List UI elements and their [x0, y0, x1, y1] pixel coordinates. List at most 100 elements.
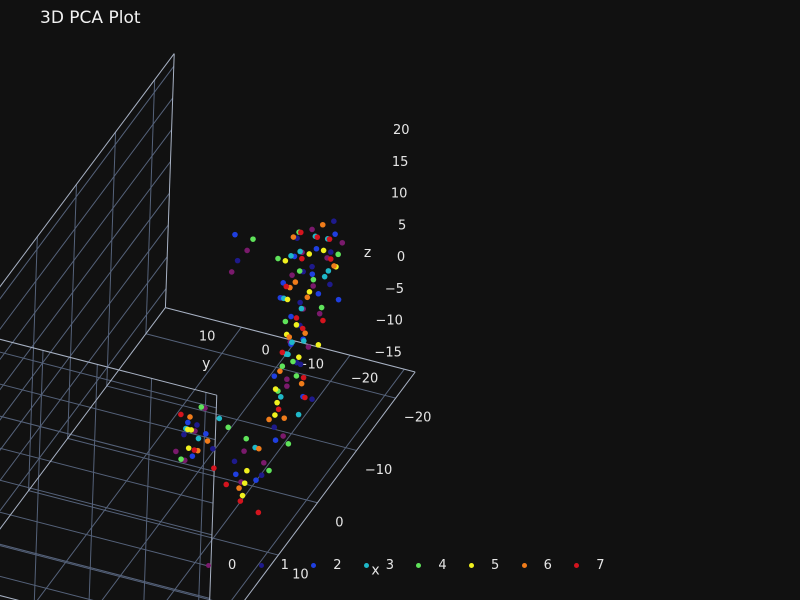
legend-item-4[interactable]: 4: [416, 555, 447, 575]
data-point-series-3: [277, 394, 284, 400]
data-point-series-7: [300, 374, 307, 381]
data-points: [173, 218, 346, 516]
grid-line-x-floor: [28, 490, 279, 556]
data-point-series-4: [290, 358, 296, 365]
y-tick-label: −10: [297, 358, 324, 373]
box-edge: [0, 53, 175, 288]
grid-line-x-floor: [67, 437, 318, 504]
data-point-series-1: [297, 299, 303, 306]
data-point-series-3: [301, 338, 307, 344]
x-tick-label: −20: [404, 411, 431, 426]
data-point-series-7: [279, 349, 286, 356]
data-point-series-2: [288, 313, 294, 320]
grid-line-z-back: [0, 193, 170, 421]
legend-item-0[interactable]: 0: [206, 555, 236, 575]
data-point-series-3: [295, 411, 302, 418]
legend-item-5[interactable]: 5: [469, 555, 499, 575]
z-tick-label: 0: [397, 250, 405, 265]
grid-line-z-side: [0, 543, 210, 599]
data-point-series-5: [244, 467, 250, 474]
data-point-series-5: [293, 322, 300, 328]
data-point-series-6: [302, 330, 308, 336]
y-tick-label: 0: [261, 344, 269, 359]
z-tick-label: −10: [376, 314, 403, 329]
data-point-series-0: [309, 226, 315, 233]
z-tick-label: −5: [385, 282, 404, 297]
legend-swatch: [311, 562, 317, 568]
data-point-series-6: [281, 415, 288, 421]
data-point-series-3: [321, 273, 328, 280]
data-point-series-6: [266, 416, 272, 423]
data-point-series-1: [181, 431, 187, 438]
y-tick-label: 10: [199, 330, 216, 345]
data-point-series-4: [282, 318, 289, 325]
grid-line-y-floor: [101, 340, 297, 600]
data-point-series-5: [320, 247, 327, 254]
grid-line-y-floor: [231, 368, 405, 600]
data-point-series-4: [243, 435, 250, 442]
data-point-series-7: [327, 256, 334, 262]
data-point-series-6: [319, 221, 326, 228]
data-point-series-2: [271, 373, 278, 379]
grid-line-y-floor: [166, 354, 351, 600]
grid-line-z-side: [0, 415, 215, 472]
data-point-series-4: [250, 236, 256, 242]
data-point-series-5: [284, 296, 291, 303]
data-point-series-2: [185, 419, 191, 426]
legend-item-2[interactable]: 2: [311, 555, 341, 575]
data-point-series-6: [290, 234, 297, 240]
legend-item-1[interactable]: 1: [258, 555, 289, 575]
grid-line-x-floor: [106, 385, 357, 451]
grid-line-z-back: [0, 224, 169, 451]
legend-swatch: [206, 562, 211, 568]
box-edge: [164, 53, 175, 308]
axis-titles: x y z: [202, 245, 380, 579]
data-point-series-4: [310, 276, 317, 283]
data-point-series-1: [327, 249, 334, 255]
data-point-series-7: [299, 255, 305, 262]
legend-label: 7: [596, 557, 605, 573]
grid-line-x-floor: [145, 333, 396, 399]
x-tick-label: 0: [335, 515, 343, 530]
data-point-series-4: [225, 424, 232, 431]
legend-item-7[interactable]: 7: [574, 555, 604, 575]
legend-swatch: [574, 562, 580, 568]
grid-line-z-back: [0, 66, 175, 300]
data-point-series-1: [231, 458, 238, 465]
y-axis-title: y: [202, 356, 210, 372]
grid-line-x-back: [145, 79, 156, 334]
grid-line-y-side: [88, 364, 98, 600]
data-point-series-2: [309, 271, 316, 277]
data-point-series-0: [228, 269, 235, 275]
data-point-series-7: [191, 447, 198, 453]
legend-item-6[interactable]: 6: [521, 555, 552, 575]
data-point-series-0: [310, 283, 316, 289]
data-point-series-1: [209, 445, 216, 452]
data-point-series-5: [241, 480, 248, 486]
data-point-series-4: [266, 467, 272, 474]
data-point-series-1: [309, 396, 315, 402]
data-point-series-7: [283, 283, 290, 290]
box-edge: [244, 371, 416, 600]
data-point-series-5: [306, 251, 313, 257]
legend-label: 2: [333, 557, 342, 573]
z-tick-label: 10: [391, 187, 408, 202]
data-point-series-2: [189, 453, 196, 459]
data-point-series-0: [289, 272, 295, 278]
data-point-series-2: [272, 437, 279, 443]
box-edges: [0, 53, 416, 600]
data-point-series-3: [325, 268, 332, 274]
data-point-series-1: [309, 263, 315, 270]
data-point-series-0: [261, 459, 267, 466]
data-point-series-1: [258, 472, 265, 479]
data-point-series-5: [296, 354, 302, 360]
data-point-series-7: [326, 236, 333, 242]
data-point-series-7: [211, 465, 217, 471]
data-point-series-0: [244, 247, 250, 254]
data-point-series-5: [185, 445, 192, 451]
legend-label: 4: [438, 557, 447, 573]
z-tick-label: 20: [393, 123, 410, 138]
legend-swatch: [258, 562, 264, 568]
legend-item-3[interactable]: 3: [363, 555, 394, 575]
